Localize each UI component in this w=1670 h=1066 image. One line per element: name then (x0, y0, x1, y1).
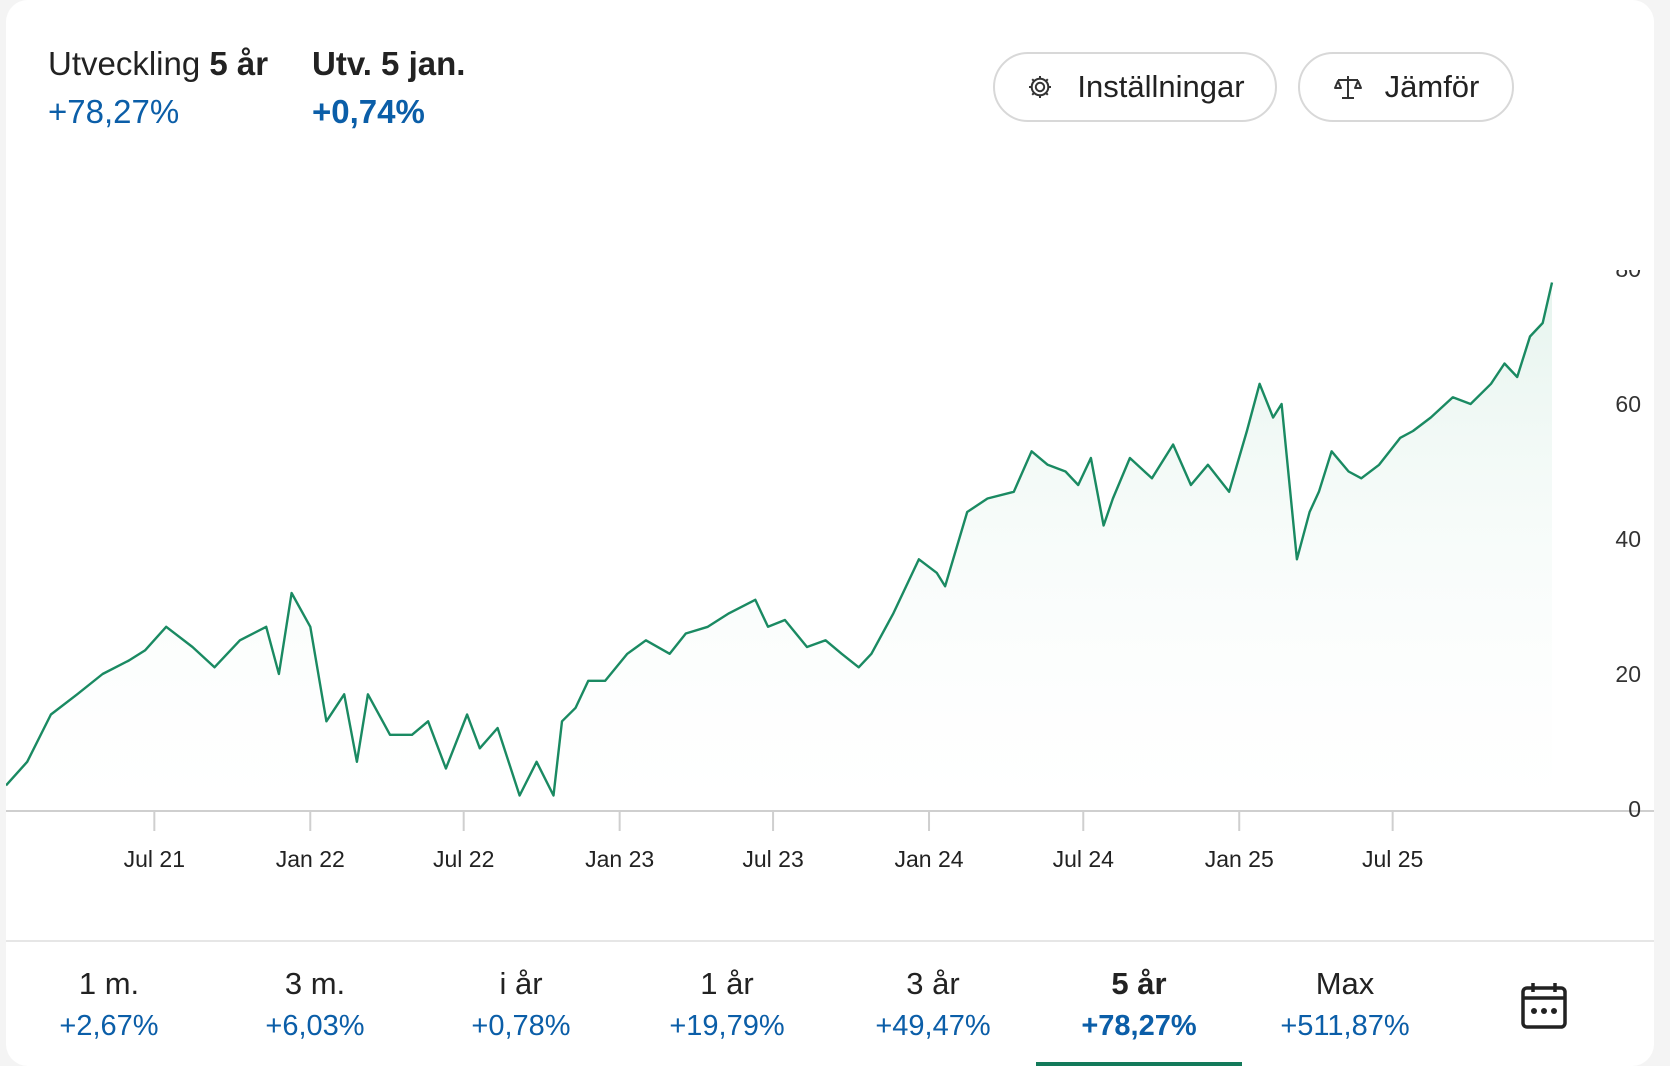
total-performance-period: 5 år (209, 45, 269, 82)
period-value: +2,67% (59, 1010, 159, 1042)
period-label: i år (499, 966, 543, 1001)
compare-label: Jämför (1384, 69, 1480, 104)
total-performance: Utveckling 5 år +78,27% (48, 44, 268, 132)
daily-performance-label: Utv. 5 jan. (312, 45, 466, 82)
x-tick-label: Jul 23 (742, 846, 803, 872)
period-option[interactable]: i år +0,78% (418, 942, 624, 1066)
period-option[interactable]: 1 m. +2,67% (6, 942, 212, 1066)
period-option[interactable]: 5 år +78,27% (1036, 942, 1242, 1066)
period-label: 3 m. (284, 966, 346, 1001)
period-label: 1 m. (78, 966, 140, 1001)
x-tick-label: Jan 24 (894, 846, 963, 872)
gear-icon (1025, 72, 1055, 102)
settings-label: Inställningar (1077, 69, 1245, 104)
y-tick-label: 60 (1615, 391, 1641, 417)
series-line (6, 282, 1554, 797)
series-area (6, 282, 1552, 811)
settings-button[interactable]: Inställningar (993, 52, 1277, 122)
period-option[interactable]: 3 år +49,47% (830, 942, 1036, 1066)
total-performance-title: Utveckling 5 år (48, 44, 268, 84)
x-tick-label: Jul 25 (1362, 846, 1423, 872)
y-tick-label: 40 (1615, 526, 1641, 552)
scale-icon (1333, 72, 1363, 102)
compare-button[interactable]: Jämför (1298, 52, 1514, 122)
x-tick-label: Jul 22 (433, 846, 494, 872)
period-value: +49,47% (875, 1010, 991, 1042)
y-tick-label: 80 (1615, 270, 1641, 282)
x-tick-label: Jul 24 (1053, 846, 1115, 872)
daily-performance-value: +0,74% (312, 93, 425, 130)
x-tick-label: Jan 23 (585, 846, 654, 872)
period-option[interactable]: 1 år +19,79% (624, 942, 830, 1066)
y-tick-label: 0 (1628, 796, 1641, 822)
calendar-icon[interactable] (1518, 980, 1570, 1032)
performance-chart: 0 20 40 60 80 Jul 21 Jan 22 Jul 22 Jan 23 Jul 23 J… (6, 270, 1654, 872)
x-tick-label: Jan 25 (1205, 846, 1274, 872)
x-tick-label: Jan 22 (276, 846, 345, 872)
y-tick-label: 20 (1615, 661, 1641, 687)
period-label: 3 år (906, 966, 960, 1001)
period-label: Max (1315, 966, 1375, 1001)
daily-performance: Utv. 5 jan. +0,74% (312, 44, 465, 132)
period-value: +511,87% (1280, 1010, 1410, 1042)
period-value: +78,27% (1081, 1010, 1197, 1042)
period-selector: 1 m. +2,67% 3 m. +6,03% i år +0,78% 1 år +19,79… (6, 942, 1654, 1066)
total-performance-label: Utveckling (48, 45, 201, 82)
period-option[interactable]: 3 m. +6,03% (212, 942, 418, 1066)
period-option[interactable]: Max +511,87% (1242, 942, 1448, 1066)
total-performance-value: +78,27% (48, 93, 180, 130)
period-label: 1 år (700, 966, 754, 1001)
period-value: +0,78% (471, 1010, 571, 1042)
period-value: +19,79% (669, 1010, 785, 1042)
period-divider (6, 940, 1654, 942)
x-tick-label: Jul 21 (124, 846, 185, 872)
performance-card: Utveckling 5 år +78,27% Utv. 5 jan. +0,7… (6, 0, 1654, 1066)
period-value: +6,03% (265, 1010, 365, 1042)
period-label: 5 år (1111, 966, 1167, 1001)
